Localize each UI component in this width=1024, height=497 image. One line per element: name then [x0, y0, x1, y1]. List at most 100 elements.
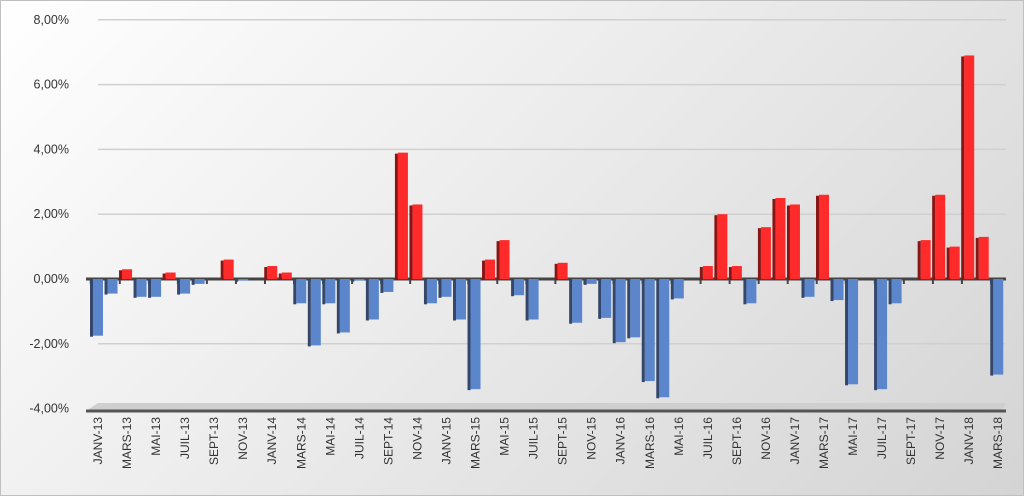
bar-side [351, 280, 355, 282]
bar [949, 246, 960, 279]
x-tick-label: MARS-16 [643, 417, 657, 469]
x-tick-label: JANV-17 [788, 417, 802, 465]
x-tick-label: JUIL-14 [352, 417, 366, 459]
bar [877, 279, 888, 390]
bar-side [743, 280, 747, 305]
bar-side [786, 205, 790, 280]
bar [775, 198, 786, 279]
x-tick-label: SEPT-17 [904, 417, 918, 465]
bar-side [961, 56, 965, 280]
bar-side [772, 199, 776, 280]
x-tick-label: NOV-17 [933, 417, 947, 460]
floor [86, 403, 1006, 411]
bar [383, 279, 394, 292]
bar-side [932, 195, 936, 280]
bar-side [90, 280, 93, 337]
bar [702, 266, 713, 279]
bar-side [728, 267, 732, 280]
bar-side [482, 260, 486, 280]
bar-side [801, 280, 805, 298]
x-tick-label: SEPT-16 [730, 417, 744, 465]
bar-side [119, 270, 123, 280]
y-tick-label: 6,00% [34, 78, 69, 92]
bar [673, 279, 684, 299]
y-tick-label: 2,00% [34, 207, 69, 221]
bar [107, 279, 118, 294]
bar-side [627, 280, 631, 339]
bar-side [917, 241, 921, 280]
bar-side [322, 280, 326, 305]
bar-side [641, 280, 645, 383]
bar [978, 236, 989, 279]
bar-side [612, 280, 616, 344]
bar [731, 266, 742, 279]
x-tick-label: JUIL-17 [875, 417, 889, 459]
bar [412, 204, 423, 279]
bar [456, 279, 466, 320]
bar [470, 279, 481, 390]
x-tick-label: SEPT-14 [381, 417, 395, 465]
x-tick-label: NOV-15 [585, 417, 599, 460]
bar-side [264, 267, 268, 280]
bar [615, 279, 626, 343]
bar [717, 214, 728, 279]
bar [180, 279, 191, 294]
bar [325, 279, 336, 304]
x-tick-label: MARS-14 [294, 417, 308, 469]
bar [760, 227, 771, 279]
bar-side [104, 280, 108, 295]
bar [339, 279, 350, 333]
x-tick-label: MAI-13 [149, 417, 163, 456]
bar-side [569, 280, 573, 324]
x-tick-label: NOV-16 [759, 417, 773, 460]
x-tick-label: MAI-16 [672, 417, 686, 456]
x-tick-label: MARS-18 [991, 417, 1005, 469]
bar-side [699, 267, 703, 280]
x-tick-label: JANV-18 [962, 417, 976, 465]
bar-side [177, 280, 181, 295]
x-tick-label: SEPT-15 [556, 417, 570, 465]
bar [601, 279, 612, 318]
y-tick-label: -4,00% [29, 402, 69, 416]
x-tick-label: MAI-14 [323, 417, 337, 456]
bar [514, 279, 525, 296]
x-tick-label: NOV-13 [236, 417, 250, 460]
x-tick-label: SEPT-13 [207, 417, 221, 465]
bar [935, 194, 946, 279]
bar [572, 279, 583, 323]
bar-side [598, 280, 602, 319]
bar [223, 259, 234, 279]
bar [557, 262, 568, 279]
bar [296, 279, 307, 304]
bar-side [380, 280, 384, 293]
bar-side [423, 280, 427, 305]
bar [267, 266, 278, 279]
bar-side [554, 263, 558, 280]
bar-side [336, 280, 340, 334]
bar [644, 279, 655, 382]
bar [238, 279, 249, 281]
bar-side [394, 153, 398, 280]
bar-side [990, 280, 994, 376]
bar-side [467, 280, 471, 391]
bar [789, 204, 800, 279]
x-tick-label: JANV-15 [439, 417, 453, 465]
bar-side [583, 280, 587, 285]
bar [194, 279, 205, 284]
bar [833, 279, 844, 301]
y-tick-label: 8,00% [34, 13, 69, 27]
bar-side [830, 280, 834, 302]
y-tick-label: 4,00% [34, 142, 69, 156]
bar [441, 279, 452, 297]
bar-side [757, 228, 761, 280]
x-tick-label: MARS-15 [469, 417, 483, 469]
bar [397, 152, 408, 279]
bar-side [409, 205, 413, 280]
bar-side [307, 280, 311, 347]
x-tick-label: JUIL-13 [178, 417, 192, 459]
y-tick-label: 0,00% [34, 272, 69, 286]
bar [151, 279, 162, 297]
bar-side [496, 241, 500, 280]
bar-side [845, 280, 849, 386]
